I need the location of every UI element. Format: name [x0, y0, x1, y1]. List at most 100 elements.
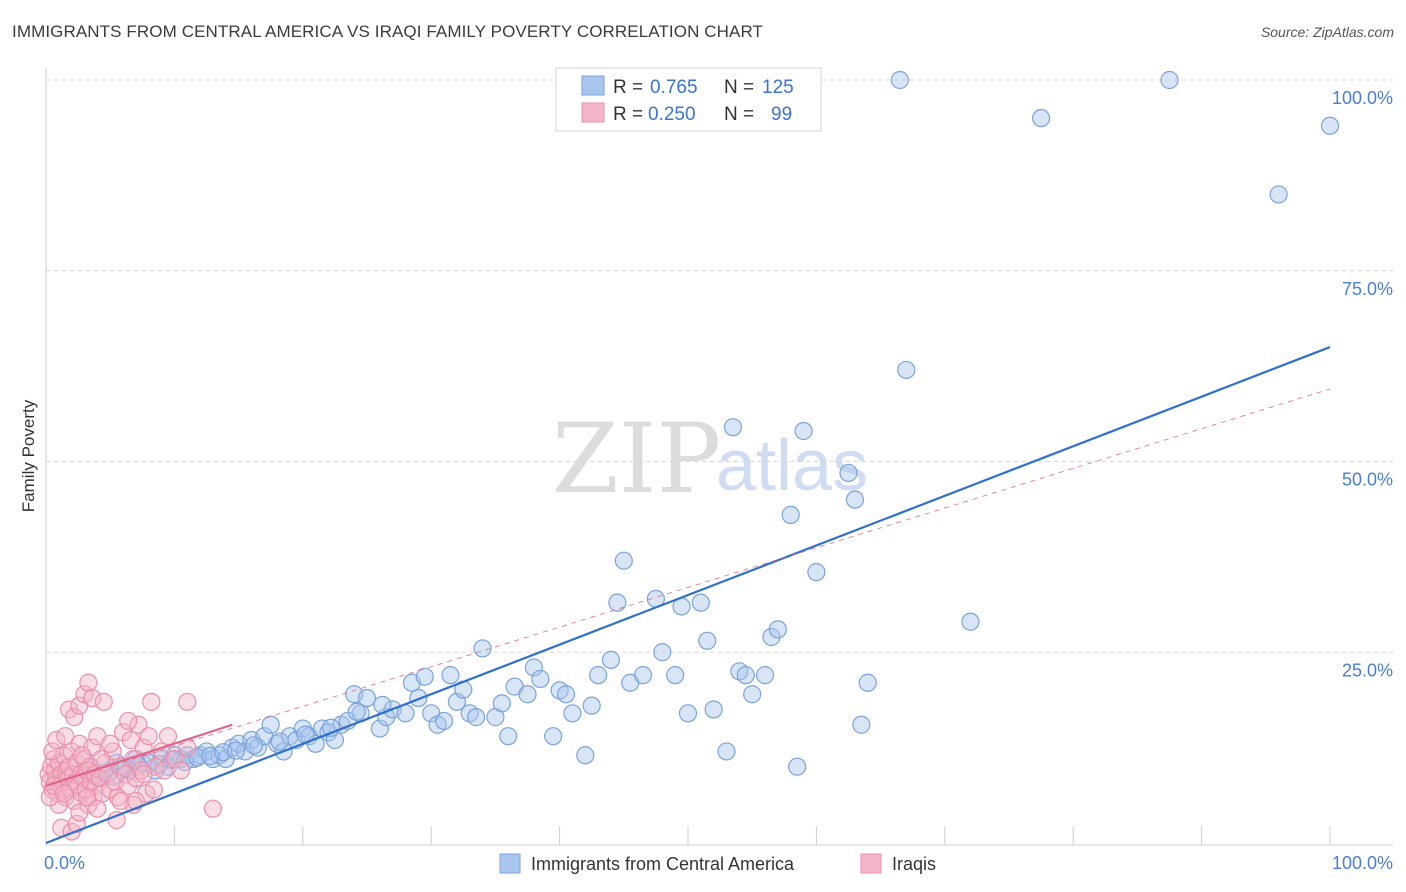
- central-america-point-62: [524, 658, 544, 677]
- iraqis-point-85: [77, 788, 97, 807]
- central-america-point-81: [691, 593, 710, 612]
- stats-legend-n-value-blue: 125: [762, 77, 794, 98]
- central-america-point-43: [357, 688, 377, 708]
- central-america-point-77: [653, 643, 672, 662]
- central-america-point-44: [370, 719, 389, 738]
- stats-legend-swatch-pink: [581, 102, 605, 123]
- central-america-point-96: [839, 463, 858, 483]
- central-america-point-83: [704, 700, 723, 719]
- central-america-point-68: [576, 746, 595, 765]
- central-america-point-59: [499, 727, 518, 746]
- bottom-legend: Immigrants from Central America Iraqis: [499, 853, 936, 874]
- iraqis-point-50: [119, 776, 138, 795]
- axes: [45, 68, 1393, 846]
- central-america-point-98: [852, 715, 871, 734]
- iraqis-point-89: [111, 791, 130, 811]
- iraqis-point-67: [65, 708, 84, 727]
- iraqis-point-97: [54, 784, 74, 803]
- y-tick-label-1: 50.0%: [1342, 470, 1393, 490]
- iraqis-point-78: [178, 692, 197, 711]
- central-america-point-125: [415, 667, 434, 686]
- central-america-point-56: [467, 708, 486, 727]
- central-america-point-67: [563, 704, 582, 723]
- central-america-point-82: [698, 631, 717, 650]
- iraqis-point-54: [129, 715, 148, 734]
- central-america-point-91: [768, 620, 787, 639]
- central-america-point-118: [226, 741, 246, 760]
- iraqis-point-90: [119, 711, 138, 731]
- central-america-point-120: [270, 732, 289, 751]
- central-america-point-80: [678, 704, 698, 723]
- central-america-point-85: [723, 418, 743, 437]
- central-america-point-75: [633, 666, 653, 685]
- iraqis-point-62: [158, 727, 178, 746]
- central-america-point-78: [666, 666, 685, 685]
- stats-legend-swatch-blue: [581, 75, 605, 96]
- iraqis-point-98: [70, 803, 89, 822]
- central-america-point-53: [441, 666, 460, 685]
- iraqis-point-76: [67, 814, 86, 834]
- iraqis-point-92: [134, 765, 153, 784]
- central-america-point-93: [788, 757, 807, 776]
- iraqis-point-63: [165, 749, 184, 769]
- stats-legend-n-label-blue: N =: [724, 77, 754, 98]
- central-america-point-94: [794, 421, 813, 441]
- chart-title: IMMIGRANTS FROM CENTRAL AMERICA VS IRAQI…: [12, 22, 764, 41]
- bottom-legend-swatch-pink: [860, 853, 882, 874]
- central-america-point-88: [743, 685, 762, 704]
- stats-legend-n-label-pink: N =: [724, 104, 754, 125]
- iraqis-trend-line: [45, 723, 233, 787]
- stats-legend-r-label-blue: R =: [613, 77, 643, 98]
- iraqis-point-91: [126, 791, 145, 811]
- central-america-point-63: [531, 669, 550, 689]
- central-america-point-100: [897, 360, 916, 380]
- iraqis-point-72: [94, 692, 113, 711]
- iraqis-point-49: [116, 765, 135, 784]
- central-america-point-123: [347, 702, 366, 721]
- iraqis-point-48: [113, 723, 133, 742]
- iraqis-point-64: [171, 761, 190, 780]
- iraqis-point-79: [203, 799, 223, 818]
- central-america-point-95: [807, 563, 826, 582]
- central-america-point-119: [244, 736, 264, 755]
- y-tick-labels: 25.0% 50.0% 75.0% 100.0%: [1332, 88, 1393, 680]
- x-tick-label-min: 0.0%: [44, 853, 85, 873]
- central-america-point-105: [1269, 185, 1288, 204]
- central-america-point-66: [556, 685, 576, 704]
- central-america-point-87: [736, 666, 755, 685]
- central-america-point-127: [492, 694, 511, 713]
- central-america-point-97: [845, 490, 865, 509]
- x-tick-label-max: 100.0%: [1332, 853, 1393, 873]
- central-america-point-102: [890, 70, 909, 90]
- central-america-trend-line: [45, 346, 1331, 845]
- iraqis-point-86: [88, 799, 107, 818]
- central-america-point-104: [1160, 70, 1179, 90]
- central-america-point-52: [434, 711, 454, 731]
- y-axis-title: Family Poverty: [19, 399, 38, 512]
- central-america-point-99: [858, 673, 877, 692]
- trend-lines: [45, 346, 1331, 845]
- central-america-point-90: [762, 627, 781, 647]
- y-tick-label-0: 25.0%: [1342, 660, 1393, 680]
- iraqis-point-59: [142, 692, 161, 711]
- y-tick-label-3: 100.0%: [1332, 88, 1393, 108]
- central-america-point-70: [589, 666, 608, 685]
- iraqis-point-70: [79, 673, 98, 692]
- iraqis-point-95: [40, 788, 59, 807]
- bottom-legend-label-blue: Immigrants from Central America: [531, 854, 795, 874]
- central-america-point-71: [601, 650, 621, 669]
- stats-legend: R = 0.765 N = 125 R = 0.250 N = 99: [555, 67, 822, 132]
- central-america-point-103: [1031, 109, 1051, 128]
- central-america-point-89: [755, 666, 775, 685]
- bottom-legend-label-pink: Iraqis: [892, 854, 936, 874]
- iraqis-point-58: [139, 727, 158, 746]
- stats-legend-r-value-blue: 0.765: [650, 77, 698, 98]
- iraqis-point-71: [83, 688, 102, 708]
- iraqis-point-35: [84, 788, 103, 807]
- iraqis-trend-line-extended: [45, 388, 1331, 787]
- central-america-point-84: [717, 742, 736, 761]
- y-tick-label-2: 75.0%: [1342, 279, 1393, 299]
- iraqis-point-80: [43, 742, 62, 761]
- series-central-america-points: [75, 70, 1340, 788]
- central-america-point-72: [608, 593, 627, 612]
